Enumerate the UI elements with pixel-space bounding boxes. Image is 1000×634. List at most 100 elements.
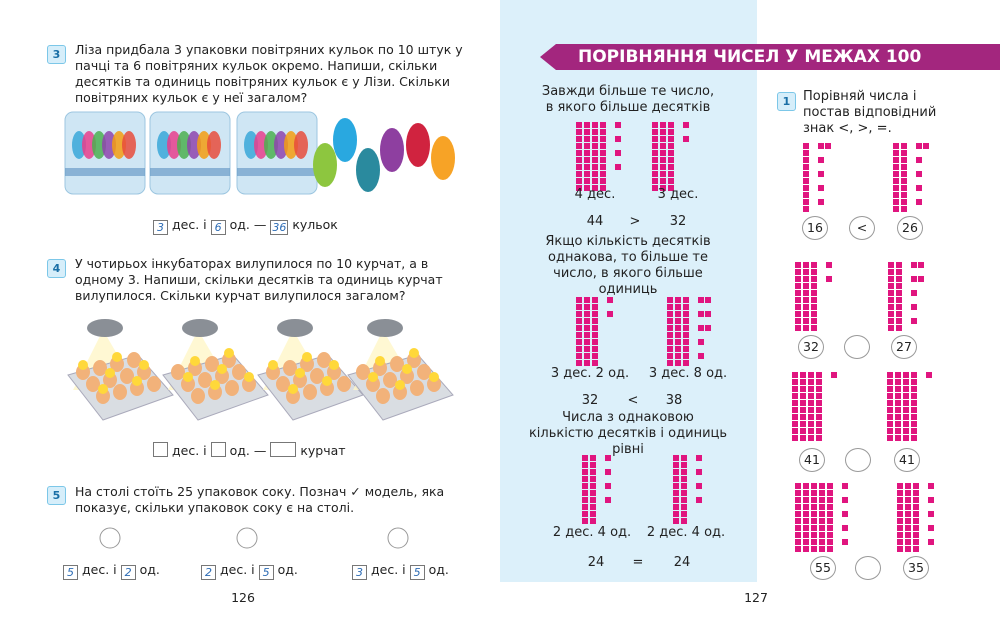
block — [673, 476, 679, 482]
page-title: ПОРІВНЯННЯ ЧИСЕЛ У МЕЖАХ 100 — [578, 47, 922, 67]
block — [816, 428, 822, 434]
block — [897, 483, 903, 489]
block — [576, 157, 582, 163]
block — [795, 318, 801, 324]
block — [696, 497, 702, 503]
block — [681, 497, 687, 503]
answer-box: 5 — [63, 565, 78, 580]
answer-box[interactable] — [270, 442, 297, 457]
block — [673, 455, 679, 461]
check-circle[interactable] — [99, 527, 121, 549]
block — [576, 311, 582, 317]
block — [819, 504, 825, 510]
block — [825, 143, 831, 149]
block — [911, 393, 917, 399]
chick — [112, 352, 122, 362]
block — [660, 150, 666, 156]
block — [903, 372, 909, 378]
egg — [390, 356, 404, 372]
block — [816, 393, 822, 399]
block — [818, 199, 824, 205]
sign-circle[interactable] — [844, 335, 870, 359]
block — [803, 497, 809, 503]
block — [911, 386, 917, 392]
block — [808, 435, 814, 441]
block — [584, 157, 590, 163]
block — [827, 490, 833, 496]
block — [911, 428, 917, 434]
block — [913, 511, 919, 517]
block — [673, 518, 679, 524]
check-circle[interactable] — [236, 527, 258, 549]
block — [675, 297, 681, 303]
block — [792, 386, 798, 392]
block — [681, 462, 687, 468]
block — [668, 136, 674, 142]
block — [831, 372, 837, 378]
block — [911, 262, 917, 268]
balloon — [254, 131, 268, 159]
check-circle[interactable] — [387, 527, 409, 549]
block — [681, 504, 687, 510]
block — [888, 297, 894, 303]
block — [803, 185, 809, 191]
block — [893, 171, 899, 177]
rule-text: Числа з однаковою кількістю десятків і о… — [528, 410, 728, 457]
block — [818, 157, 824, 163]
chick — [302, 352, 312, 362]
block — [675, 304, 681, 310]
sign-circle[interactable]: < — [849, 216, 875, 240]
block — [903, 407, 909, 413]
block — [928, 483, 934, 489]
block — [916, 171, 922, 177]
answer-box[interactable]: 6 — [210, 220, 226, 235]
block — [911, 276, 917, 282]
task-text: У чотирьох інкубаторах вилупилося по 10 … — [75, 256, 443, 303]
chick — [224, 348, 234, 358]
base-ten-model — [887, 372, 932, 441]
block — [911, 318, 917, 324]
balloon — [264, 131, 278, 159]
block — [667, 346, 673, 352]
block — [576, 304, 582, 310]
sign-circle[interactable] — [845, 448, 871, 472]
model-label: 2 дес. 4 од. — [646, 525, 726, 540]
block — [905, 511, 911, 517]
chick — [190, 356, 200, 366]
answer-box[interactable] — [210, 442, 226, 457]
block — [887, 435, 893, 441]
block — [803, 539, 809, 545]
block — [668, 143, 674, 149]
block — [683, 353, 689, 359]
block — [675, 346, 681, 352]
base-ten-model — [893, 143, 929, 212]
block — [792, 428, 798, 434]
answer-box[interactable] — [153, 442, 168, 457]
sidebar-background — [500, 0, 757, 582]
answer-box[interactable]: 36 — [270, 220, 289, 235]
block — [652, 143, 658, 149]
block — [811, 269, 817, 275]
block — [590, 455, 596, 461]
block — [795, 497, 801, 503]
block — [905, 546, 911, 552]
chick — [217, 364, 227, 374]
block — [675, 332, 681, 338]
block — [901, 171, 907, 177]
block — [887, 379, 893, 385]
block — [913, 504, 919, 510]
block — [803, 164, 809, 170]
block — [800, 421, 806, 427]
answer-box[interactable]: 3 — [153, 220, 168, 235]
block — [888, 276, 894, 282]
sign-circle[interactable] — [855, 556, 881, 580]
block — [827, 518, 833, 524]
label: курчат — [300, 443, 346, 458]
block — [901, 206, 907, 212]
block — [803, 199, 809, 205]
balloon — [187, 131, 201, 159]
task-text: На столі стоїть 25 упаковок соку. Познач… — [75, 484, 445, 515]
block — [681, 518, 687, 524]
block — [592, 136, 598, 142]
block — [590, 504, 596, 510]
